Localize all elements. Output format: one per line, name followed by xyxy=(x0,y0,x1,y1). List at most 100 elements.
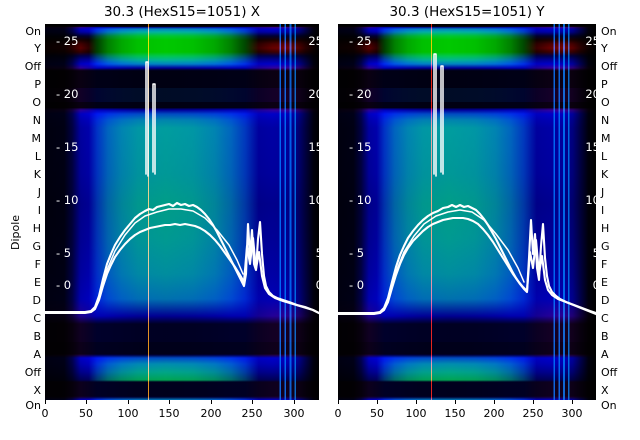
xtick-label-x-6: 300 xyxy=(283,407,305,420)
category-label-left-16: C xyxy=(33,312,41,325)
category-label-right-18: A xyxy=(601,348,609,361)
category-label-right-4: O xyxy=(601,96,610,109)
xtick-mark-x-1 xyxy=(86,400,87,404)
xtick-label-y-2: 100 xyxy=(405,407,427,420)
category-label-right-14: E xyxy=(601,276,608,289)
category-label-right-17: B xyxy=(601,330,609,343)
xtick-mark-x-3 xyxy=(169,400,170,404)
xtick-label-y-1: 50 xyxy=(370,407,384,420)
inner-ytick-y-5: - 5 xyxy=(349,246,365,260)
category-label-right-20: X xyxy=(601,384,609,397)
category-label-right-11: H xyxy=(601,222,610,235)
category-label-left-8: K xyxy=(33,168,41,181)
category-label-left-2: Off xyxy=(24,60,41,73)
xtick-mark-x-2 xyxy=(128,400,129,404)
xtick-label-x-3: 150 xyxy=(158,407,180,420)
category-label-left-14: E xyxy=(34,276,41,289)
category-label-right-0: On xyxy=(601,25,617,38)
category-label-left-7: L xyxy=(34,150,41,163)
category-label-left-5: N xyxy=(32,114,41,127)
xtick-label-y-6: 300 xyxy=(561,407,583,420)
category-label-left-17: B xyxy=(33,330,41,343)
xtick-label-x-0: 0 xyxy=(41,407,49,420)
xtick-label-y-3: 150 xyxy=(444,407,466,420)
category-label-left-1: Y xyxy=(34,42,41,55)
xtick-label-x-1: 50 xyxy=(79,407,93,420)
inner-ytick-y-right-5: 5 xyxy=(593,247,596,260)
heatmap-panel-x: - 25 - 20 - 15 - 10 - 5 - 0 25 20 15 10 … xyxy=(45,24,319,400)
category-label-right-13: F xyxy=(601,258,608,271)
inner-ytick-y-20: - 20 xyxy=(349,87,372,101)
category-label-right-3: P xyxy=(601,78,608,91)
xtick-mark-y-0 xyxy=(338,400,339,404)
category-label-left-0: On xyxy=(25,25,41,38)
category-label-left-3: P xyxy=(34,78,41,91)
trace-overlay-y xyxy=(338,53,596,316)
inner-ytick-y-right-10: 10 xyxy=(585,193,596,207)
category-label-left-13: F xyxy=(34,258,41,271)
category-label-left-10: I xyxy=(37,204,41,217)
panel-title-x: 30.3 (HexS15=1051) X xyxy=(103,4,261,20)
xtick-mark-y-4 xyxy=(494,400,495,404)
inner-ytick-x-25: - 25 xyxy=(56,34,79,48)
xtick-label-y-0: 0 xyxy=(334,407,342,420)
xtick-mark-y-6 xyxy=(572,400,573,404)
inner-ytick-y-15: - 15 xyxy=(349,140,372,154)
xtick-label-x-4: 200 xyxy=(200,407,222,420)
inner-ytick-y-right-15: 15 xyxy=(585,140,596,154)
category-label-right-21: On xyxy=(601,399,617,412)
panel-title-y: 30.3 (HexS15=1051) Y xyxy=(389,4,545,20)
category-label-left-9: J xyxy=(37,186,41,199)
category-label-right-5: N xyxy=(601,114,610,127)
inner-ytick-x-right-20: 20 xyxy=(308,87,319,101)
inner-ytick-x-right-25: 25 xyxy=(308,34,319,48)
category-label-left-18: A xyxy=(33,348,41,361)
xtick-label-y-4: 200 xyxy=(483,407,505,420)
category-label-right-6: M xyxy=(601,132,611,145)
category-label-right-1: Y xyxy=(601,42,608,55)
category-label-left-20: X xyxy=(33,384,41,397)
inner-ytick-x-right-5: 5 xyxy=(316,247,319,260)
category-label-left-19: Off xyxy=(24,366,41,379)
inner-ytick-x-5: - 5 xyxy=(56,246,72,260)
xtick-mark-y-3 xyxy=(455,400,456,404)
heatmap-panel-y: - 25 - 20 - 15 - 10 - 5 - 0 25 20 15 10 … xyxy=(338,24,596,400)
category-label-right-8: K xyxy=(601,168,609,181)
xtick-mark-y-2 xyxy=(416,400,417,404)
category-label-right-15: D xyxy=(601,294,610,307)
inner-ytick-x-right-0: 0 xyxy=(316,279,319,292)
category-label-right-16: C xyxy=(601,312,609,325)
category-label-left-15: D xyxy=(32,294,41,307)
inner-ytick-x-right-15: 15 xyxy=(308,140,319,154)
category-label-right-10: I xyxy=(601,204,605,217)
inner-ytick-x-right-10: 10 xyxy=(308,193,319,207)
xtick-mark-x-6 xyxy=(294,400,295,404)
heatmap-image-x xyxy=(45,24,319,400)
xtick-mark-y-5 xyxy=(533,400,534,404)
xtick-label-y-5: 250 xyxy=(522,407,544,420)
xtick-mark-x-4 xyxy=(211,400,212,404)
inner-ytick-x-10: - 10 xyxy=(56,193,79,207)
inner-ytick-x-20: - 20 xyxy=(56,87,79,101)
category-label-left-4: O xyxy=(32,96,41,109)
inner-ytick-y-10: - 10 xyxy=(349,193,372,207)
inner-ytick-y-right-20: 20 xyxy=(585,87,596,101)
heatmap-image-y xyxy=(338,24,596,400)
xtick-mark-x-5 xyxy=(252,400,253,404)
category-label-left-12: G xyxy=(32,240,41,253)
category-label-right-2: Off xyxy=(601,60,618,73)
category-label-left-21: On xyxy=(25,399,41,412)
category-label-right-9: J xyxy=(601,186,605,199)
category-label-right-19: Off xyxy=(601,366,618,379)
category-label-left-11: H xyxy=(32,222,41,235)
category-label-right-7: L xyxy=(601,150,608,163)
trace-overlay-x xyxy=(45,61,319,315)
inner-ytick-y-right-25: 25 xyxy=(585,34,596,48)
xtick-mark-y-1 xyxy=(377,400,378,404)
inner-ytick-y-0: - 0 xyxy=(349,278,365,292)
category-label-left-6: M xyxy=(31,132,42,145)
xtick-mark-x-0 xyxy=(45,400,46,404)
category-label-right-12: G xyxy=(601,240,610,253)
inner-ytick-y-right-0: 0 xyxy=(593,279,596,292)
